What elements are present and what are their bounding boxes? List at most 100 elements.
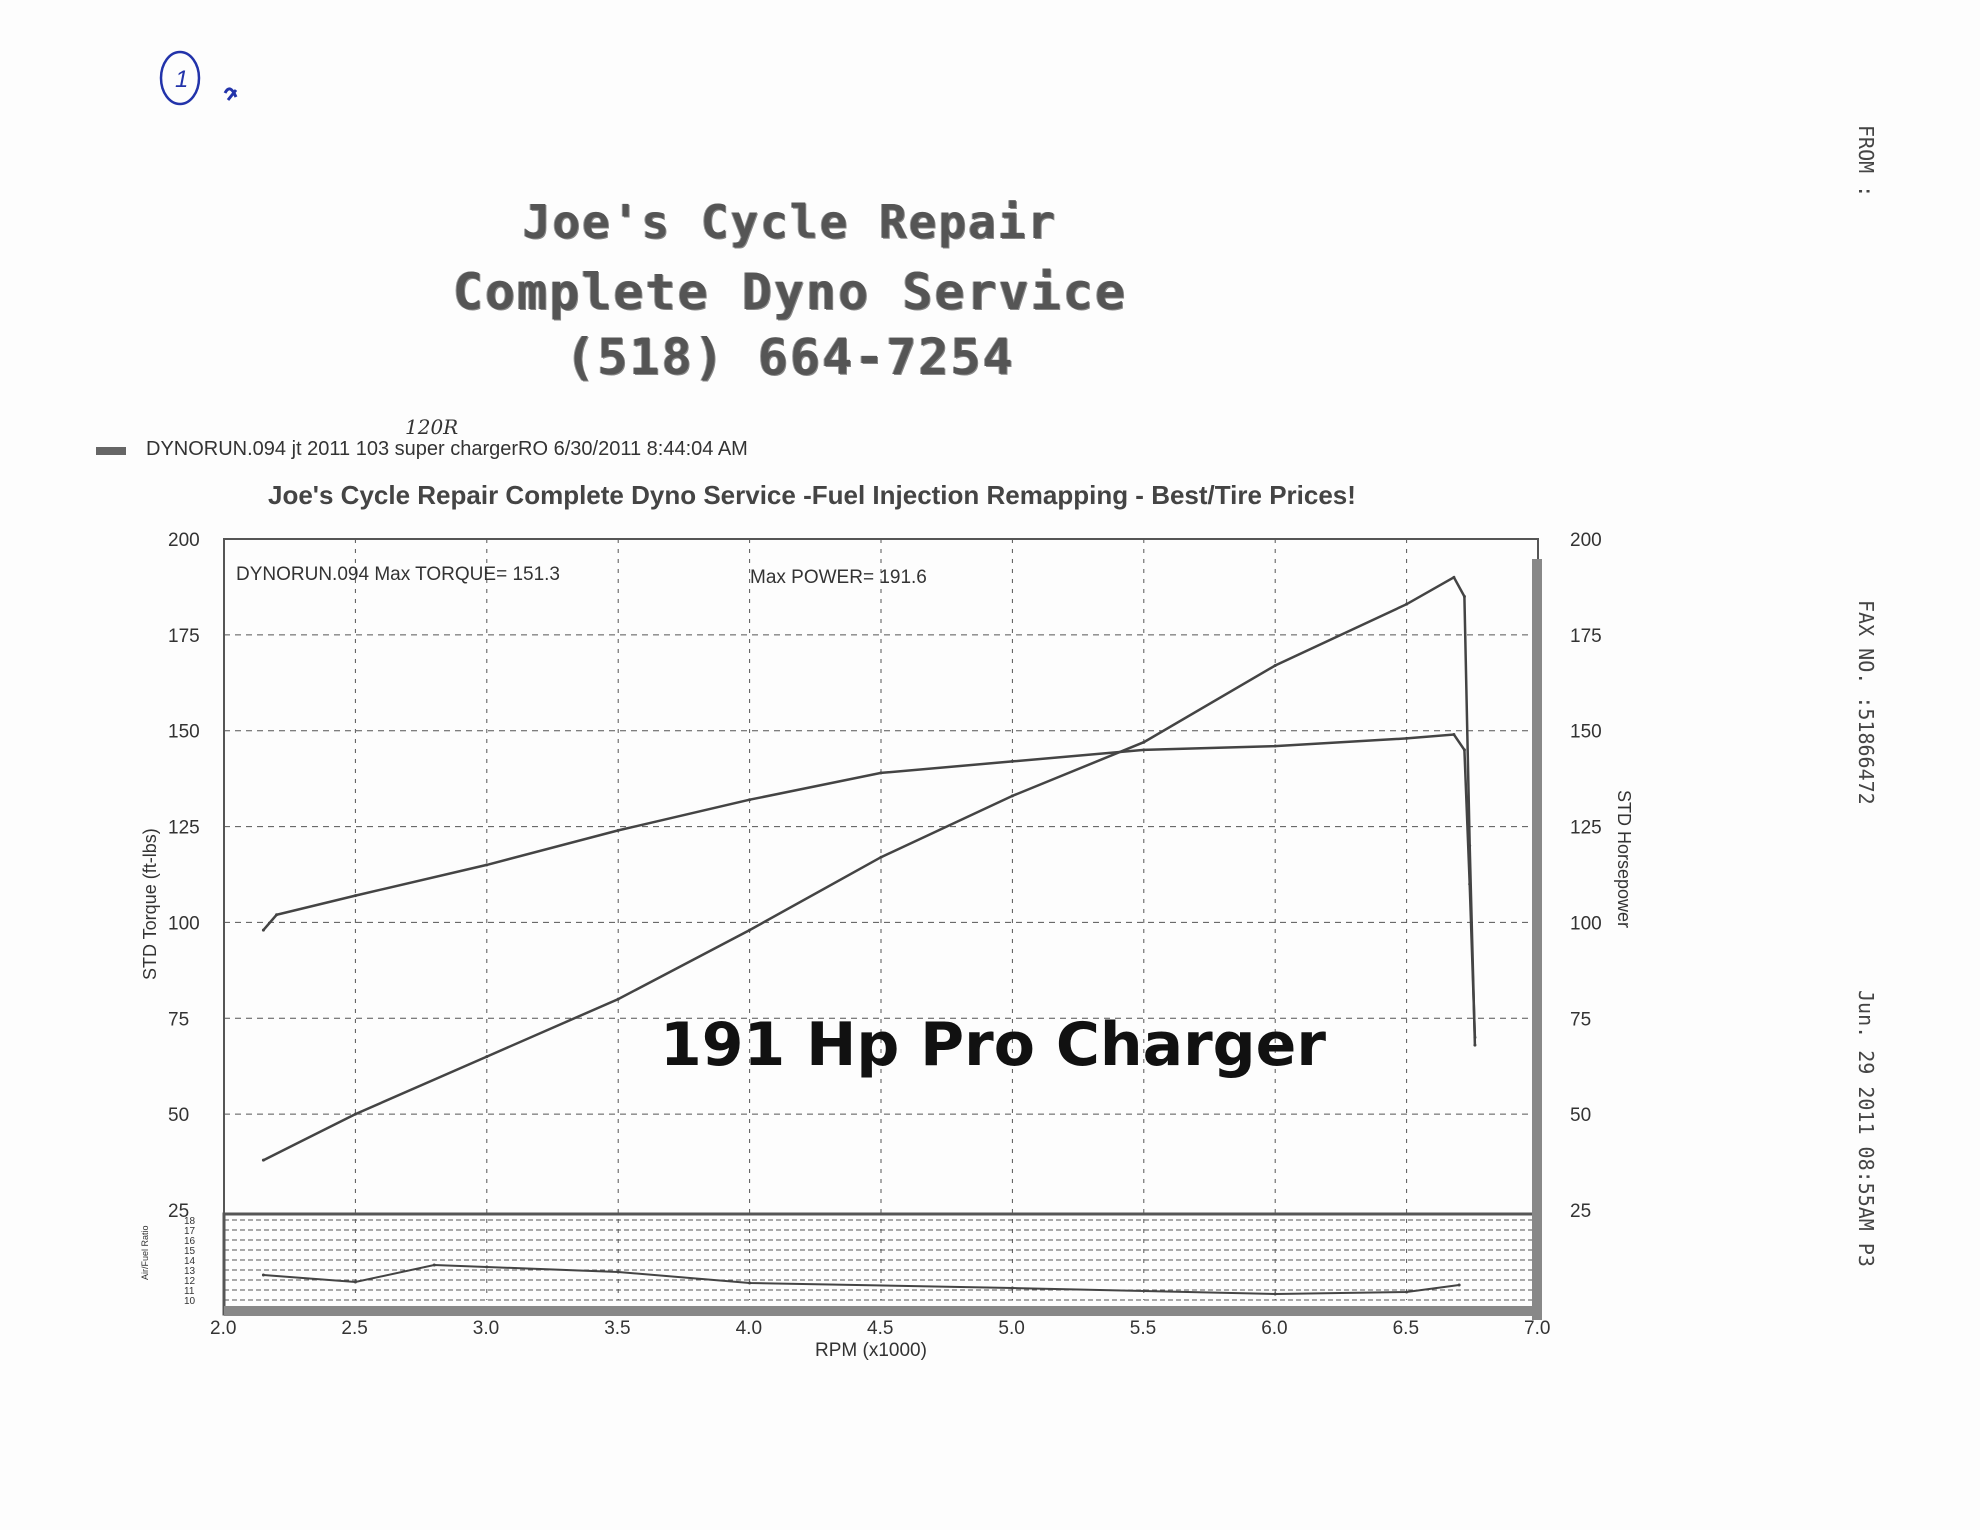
afr-tick-label: 11	[184, 1286, 195, 1297]
shop-name: Joe's Cycle Repair	[522, 195, 1058, 249]
fax-from: FROM :	[1854, 125, 1878, 198]
max-power-label: Max POWER= 191.6	[750, 567, 927, 588]
y-tick-label-right: 125	[1570, 818, 1602, 839]
x-tick-label: 6.0	[1261, 1318, 1287, 1339]
y-tick-label-right: 200	[1570, 530, 1602, 551]
run-info: DYNORUN.094 jt 2011 103 super chargerRO …	[96, 438, 748, 461]
afr-line-point	[616, 1270, 620, 1274]
afr-tick-label: 16	[184, 1236, 196, 1247]
y-tick-label-left: 200	[168, 530, 200, 551]
y-tick-label-left: 175	[168, 626, 200, 647]
power-line-point	[1142, 740, 1146, 744]
x-tick-label: 3.5	[604, 1318, 630, 1339]
x-tick-label: 4.0	[736, 1318, 762, 1339]
plot-frame	[223, 538, 1539, 1313]
right-band	[1532, 559, 1542, 1320]
afr-line-point	[1457, 1283, 1461, 1287]
x-tick-label: 5.5	[1130, 1318, 1156, 1339]
x-tick-label: 2.0	[210, 1318, 236, 1339]
torque-line-point	[1142, 748, 1146, 752]
torque-line-point	[1010, 759, 1014, 763]
power-line-point	[1452, 575, 1456, 579]
x-tick-label: 4.5	[867, 1318, 893, 1339]
power-line-point	[879, 855, 883, 859]
power-line-point	[616, 997, 620, 1001]
afr-line-point	[748, 1281, 752, 1285]
power-line-point	[1468, 844, 1472, 848]
x-tick-label: 7.0	[1524, 1318, 1550, 1339]
series	[261, 575, 1477, 1296]
torque-line	[262, 733, 1477, 1038]
y-axis-label-left: STD Torque (ft-lbs)	[140, 828, 160, 980]
torque-line-point	[616, 828, 620, 832]
power-line-point	[485, 1055, 489, 1059]
fax-number: FAX NO. :51866472	[1854, 600, 1878, 805]
afr-line-point	[1405, 1290, 1409, 1294]
y-tick-label-right: 50	[1570, 1105, 1591, 1126]
afr-tick-label: 15	[184, 1246, 196, 1257]
torque-line-point	[275, 913, 279, 917]
torque-line-point	[748, 798, 752, 802]
power-line-point	[261, 1158, 265, 1162]
y-tick-label-right: 150	[1570, 722, 1602, 743]
fax-date: Jun. 29 2011 08:55AM P3	[1854, 990, 1878, 1267]
torque-line-point	[1405, 736, 1409, 740]
x-tick-label: 2.5	[341, 1318, 367, 1339]
afr-line-point	[1010, 1286, 1014, 1290]
y-tick-label-left: 25	[168, 1201, 189, 1222]
x-tick-label: 6.5	[1393, 1318, 1419, 1339]
x-axis-label: RPM (x1000)	[815, 1340, 927, 1361]
shop-service: Complete Dyno Service	[452, 263, 1128, 321]
page-number: 1	[175, 66, 188, 93]
shop-phone: (518) 664-7254	[565, 328, 1015, 386]
afr-line-point	[353, 1280, 357, 1284]
power-line-point	[1473, 1043, 1477, 1047]
x-tick-label: 5.0	[998, 1318, 1024, 1339]
x-tick-label: 3.0	[473, 1318, 499, 1339]
y-tick-label-left: 50	[168, 1105, 189, 1126]
afr-line-point	[485, 1265, 489, 1269]
overlay-caption: 191 Hp Pro Charger	[660, 1010, 1326, 1080]
y-tick-label-left: 125	[168, 818, 200, 839]
afr-bottom-band	[224, 1306, 1538, 1316]
power-line-point	[748, 928, 752, 932]
afr-line-point	[1273, 1292, 1277, 1296]
y-tick-label-left: 75	[168, 1009, 189, 1030]
max-torque-label: DYNORUN.094 Max TORQUE= 151.3	[236, 564, 560, 585]
power-line-point	[353, 1112, 357, 1116]
afr-line-point	[261, 1273, 265, 1277]
page-number-circle: 1	[159, 50, 238, 106]
afr-tick-label: 13	[184, 1266, 196, 1277]
handwritten-annotation: 120R	[405, 415, 459, 439]
power-line-point	[1273, 664, 1277, 668]
afr-line	[263, 1263, 1460, 1296]
afr-tick-label: 12	[184, 1276, 196, 1287]
torque-line-point	[1462, 748, 1466, 752]
y-tick-label-right: 25	[1570, 1201, 1591, 1222]
afr-tick-label: 18	[184, 1216, 196, 1227]
y-tick-label-right: 75	[1570, 1009, 1591, 1030]
torque-line-point	[353, 894, 357, 898]
grid	[224, 539, 1538, 1301]
chart-title: Joe's Cycle Repair Complete Dyno Service…	[268, 480, 1356, 510]
torque-line-point	[1273, 744, 1277, 748]
afr-axis-label: Air/Fuel Ratio	[140, 1225, 150, 1280]
y-tick-label-left: 100	[168, 913, 200, 934]
afr-tick-label: 14	[184, 1256, 196, 1267]
torque-line-point	[879, 771, 883, 775]
power-line-point	[1405, 602, 1409, 606]
afr-tick-label: 17	[184, 1226, 196, 1237]
power-line	[262, 575, 1477, 1162]
power-line-point	[1010, 794, 1014, 798]
y-tick-label-left: 150	[168, 722, 200, 743]
torque-line-point	[1452, 733, 1456, 737]
afr-line-point	[432, 1263, 436, 1267]
power-line-point	[1462, 595, 1466, 599]
axes: 2.0 2.5 3.0 3.5 4.0 4.5 5.0 5.5 6.0 6.5 7.0 200 200 1…	[168, 530, 1602, 1339]
y-axis-label-right: STD Horsepower	[1614, 790, 1634, 928]
y-tick-label-right: 100	[1570, 913, 1602, 934]
run-info-text: DYNORUN.094 jt 2011 103 super chargerRO …	[146, 438, 748, 460]
afr-tick-label: 10	[184, 1296, 196, 1307]
